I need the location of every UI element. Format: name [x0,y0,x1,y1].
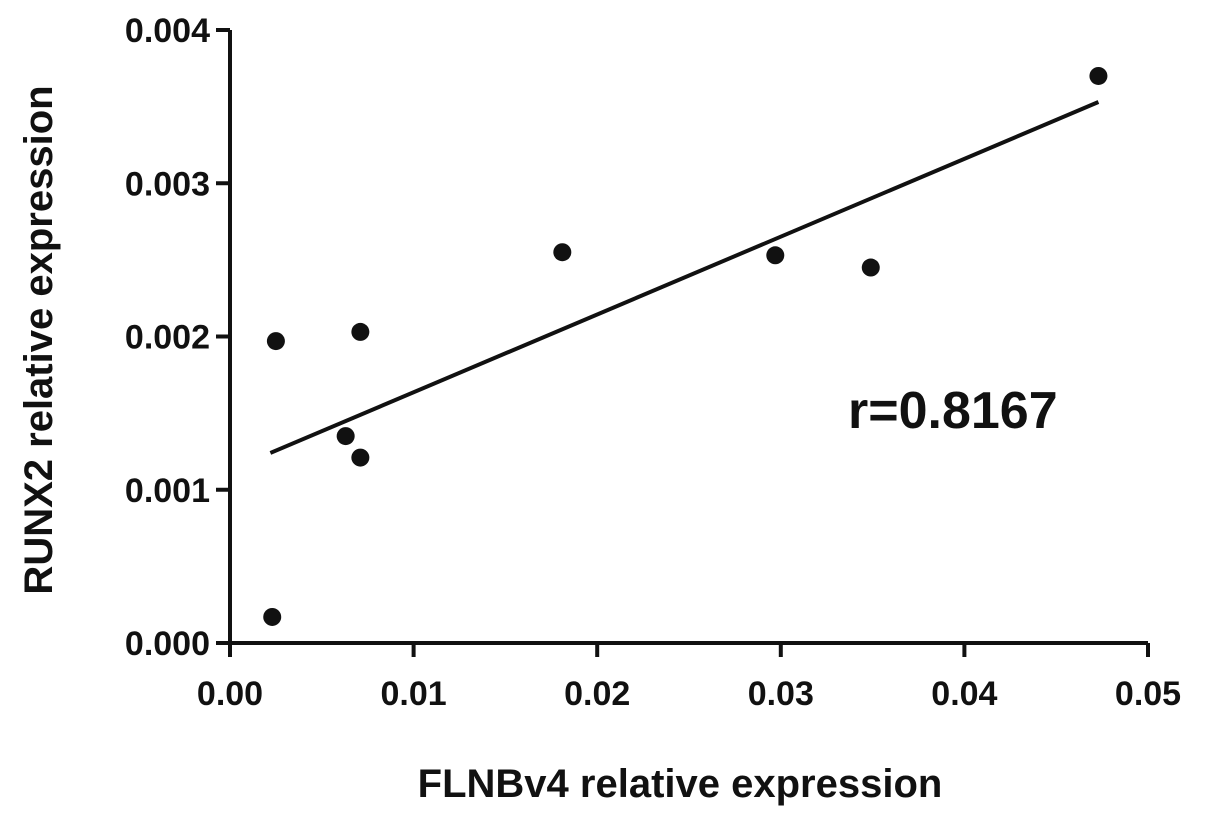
x-tick-label: 0.05 [1115,675,1181,713]
data-point [266,332,285,351]
regression-line [269,100,1100,455]
y-tick-label: 0.004 [125,12,210,50]
x-tick-label: 0.02 [564,675,630,713]
x-tick-label: 0.04 [931,675,997,713]
x-tick-label: 0.03 [748,675,814,713]
x-tick-label: 0.01 [381,675,447,713]
data-point [766,246,785,265]
y-tick-label: 0.003 [125,165,210,203]
x-tick-label: 0.00 [197,675,263,713]
y-tick-label: 0.002 [125,319,210,357]
data-point [263,607,282,626]
y-ticks: 0.000 0.001 0.002 0.003 0.004 [125,12,230,663]
y-tick-label: 0.000 [125,625,210,663]
data-point [861,258,880,277]
data-point [553,243,572,262]
data-point [351,448,370,467]
data-point [351,322,370,341]
data-points [263,66,1108,626]
x-ticks: 0.00 0.01 0.02 0.03 0.04 0.05 [197,643,1181,713]
data-point [1089,66,1108,85]
y-tick-label: 0.001 [125,472,210,510]
x-axis-title: FLNBv4 relative expression [418,762,943,806]
y-axis-title: RUNX2 relative expression [17,85,61,594]
data-point [336,427,355,446]
correlation-annotation: r=0.8167 [848,382,1058,440]
